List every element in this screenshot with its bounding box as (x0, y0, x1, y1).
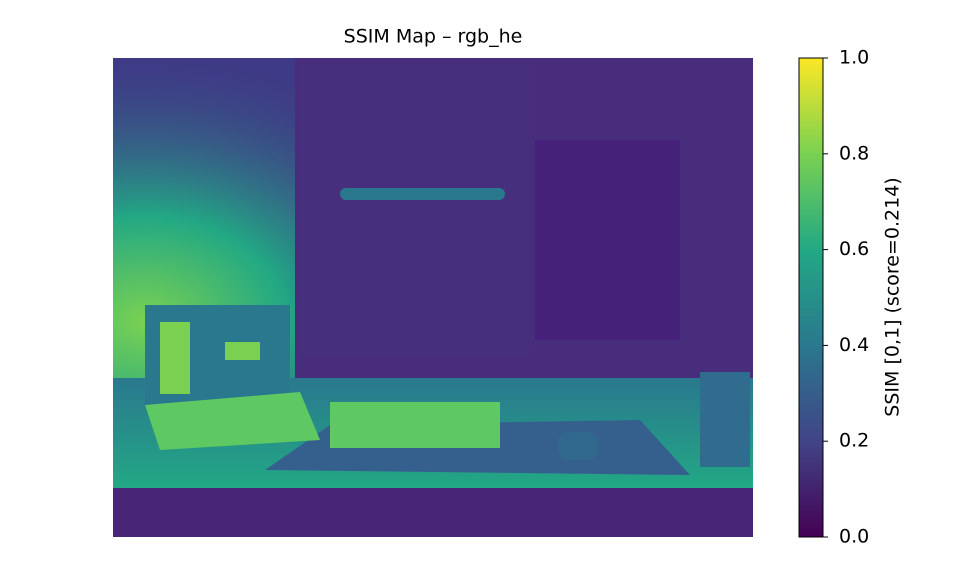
colorbar-tick-label: 0.8 (839, 142, 869, 164)
colorbar-tick-label: 1.0 (839, 47, 869, 69)
colorbar-tick-label: 0.6 (839, 238, 869, 260)
colorbar-label: SSIM [0,1] (score=0.214) (882, 177, 904, 416)
colorbar-tick-label: 0.2 (839, 430, 869, 452)
heatmap-image (113, 58, 753, 537)
chart-title: SSIM Map – rgb_he (344, 26, 523, 48)
colorbar-tick-label: 0.4 (839, 334, 869, 356)
colorbar-tick-label: 0.0 (839, 526, 869, 548)
colorbar (798, 57, 824, 538)
